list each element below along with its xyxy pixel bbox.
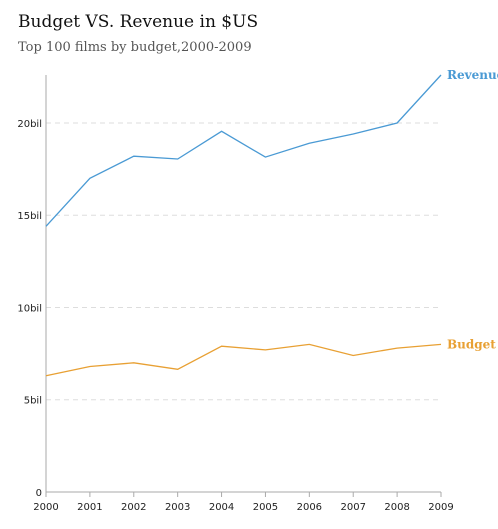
- x-tick-label-6: 2006: [297, 502, 322, 513]
- y-tick-label-2: 10bil: [17, 303, 42, 314]
- y-tick-label-4: 20bil: [17, 119, 42, 130]
- x-tick-label-7: 2007: [340, 502, 365, 513]
- x-tick-label-4: 2004: [209, 502, 234, 513]
- series-label-revenue: Revenue: [447, 68, 498, 82]
- x-tick-label-3: 2003: [165, 502, 190, 513]
- x-tick-label-9: 2009: [428, 502, 453, 513]
- series-label-budget: Budget: [447, 337, 496, 351]
- y-tick-label-1: 5bil: [24, 396, 42, 407]
- y-tick-label-3: 15bil: [17, 211, 42, 222]
- x-tick-label-8: 2008: [384, 502, 409, 513]
- series-line-budget: [45, 343, 442, 377]
- chart-subtitle: Top 100 films by budget,2000-2009: [18, 40, 252, 55]
- y-tick-label-0: 0: [36, 488, 42, 499]
- x-tick-label-2: 2002: [121, 502, 146, 513]
- series-line-revenue: [45, 74, 442, 227]
- chart-title: Budget VS. Revenue in $US: [18, 12, 259, 32]
- x-tick-label-1: 2001: [77, 502, 102, 513]
- x-tick-label-5: 2005: [253, 502, 278, 513]
- x-tick-label-0: 2000: [33, 502, 58, 513]
